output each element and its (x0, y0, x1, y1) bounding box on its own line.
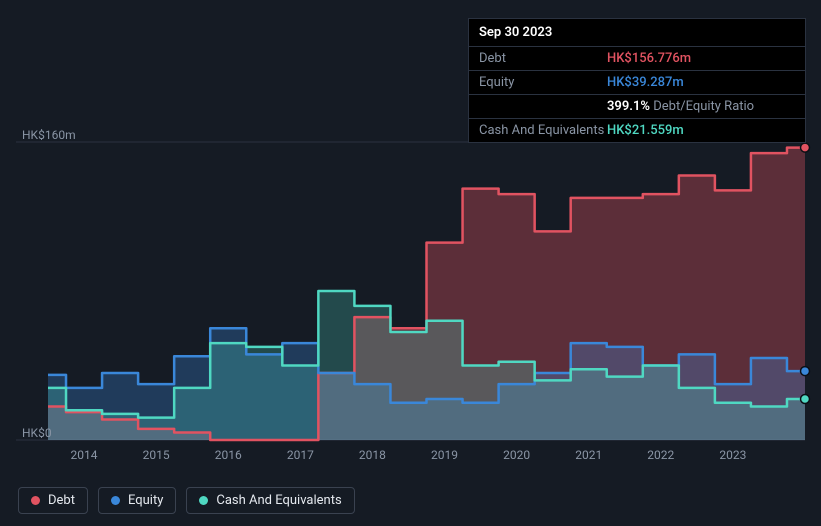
legend-label: Debt (48, 493, 75, 508)
legend-item-cash-and-equivalents[interactable]: Cash And Equivalents (186, 487, 354, 514)
tooltip-row-value: HK$21.559m (607, 123, 684, 138)
tooltip-row-label: Equity (479, 75, 607, 90)
tooltip-row-label: Debt (479, 51, 607, 66)
tooltip-body: DebtHK$156.776mEquityHK$39.287m399.1% De… (469, 47, 805, 142)
chart-tooltip: Sep 30 2023 DebtHK$156.776mEquityHK$39.2… (468, 18, 806, 143)
tooltip-row-label: Cash And Equivalents (479, 123, 607, 138)
tooltip-row: Cash And EquivalentsHK$21.559m (469, 119, 805, 142)
y-axis-label: HK$160m (22, 128, 76, 142)
tooltip-row-value: 399.1% Debt/Equity Ratio (607, 99, 754, 114)
series-marker-debt (801, 143, 810, 152)
series-marker-cash-and-equivalents (801, 395, 810, 404)
x-axis-label: 2022 (647, 448, 674, 462)
legend-item-debt[interactable]: Debt (18, 487, 88, 514)
legend-label: Cash And Equivalents (216, 493, 341, 508)
chart-legend: Debt Equity Cash And Equivalents (18, 487, 355, 514)
tooltip-date: Sep 30 2023 (469, 19, 805, 47)
tooltip-row-label (479, 99, 607, 114)
legend-dot-icon (111, 496, 120, 505)
x-axis-label: 2021 (575, 448, 602, 462)
series-marker-equity (801, 367, 810, 376)
legend-item-equity[interactable]: Equity (98, 487, 176, 514)
x-axis-label: 2015 (143, 448, 170, 462)
tooltip-row-value: HK$39.287m (607, 75, 684, 90)
x-axis-label: 2014 (71, 448, 98, 462)
tooltip-row: DebtHK$156.776m (469, 47, 805, 71)
x-axis-label: 2019 (431, 448, 458, 462)
tooltip-row: EquityHK$39.287m (469, 71, 805, 95)
legend-dot-icon (199, 496, 208, 505)
legend-dot-icon (31, 496, 40, 505)
y-axis-label: HK$0 (22, 426, 52, 440)
x-axis-label: 2020 (503, 448, 530, 462)
x-axis-label: 2018 (359, 448, 386, 462)
x-axis-label: 2016 (215, 448, 242, 462)
tooltip-row: 399.1% Debt/Equity Ratio (469, 95, 805, 119)
x-axis-label: 2023 (719, 448, 746, 462)
legend-label: Equity (128, 493, 163, 508)
tooltip-row-value: HK$156.776m (607, 51, 691, 66)
x-axis-label: 2017 (287, 448, 314, 462)
